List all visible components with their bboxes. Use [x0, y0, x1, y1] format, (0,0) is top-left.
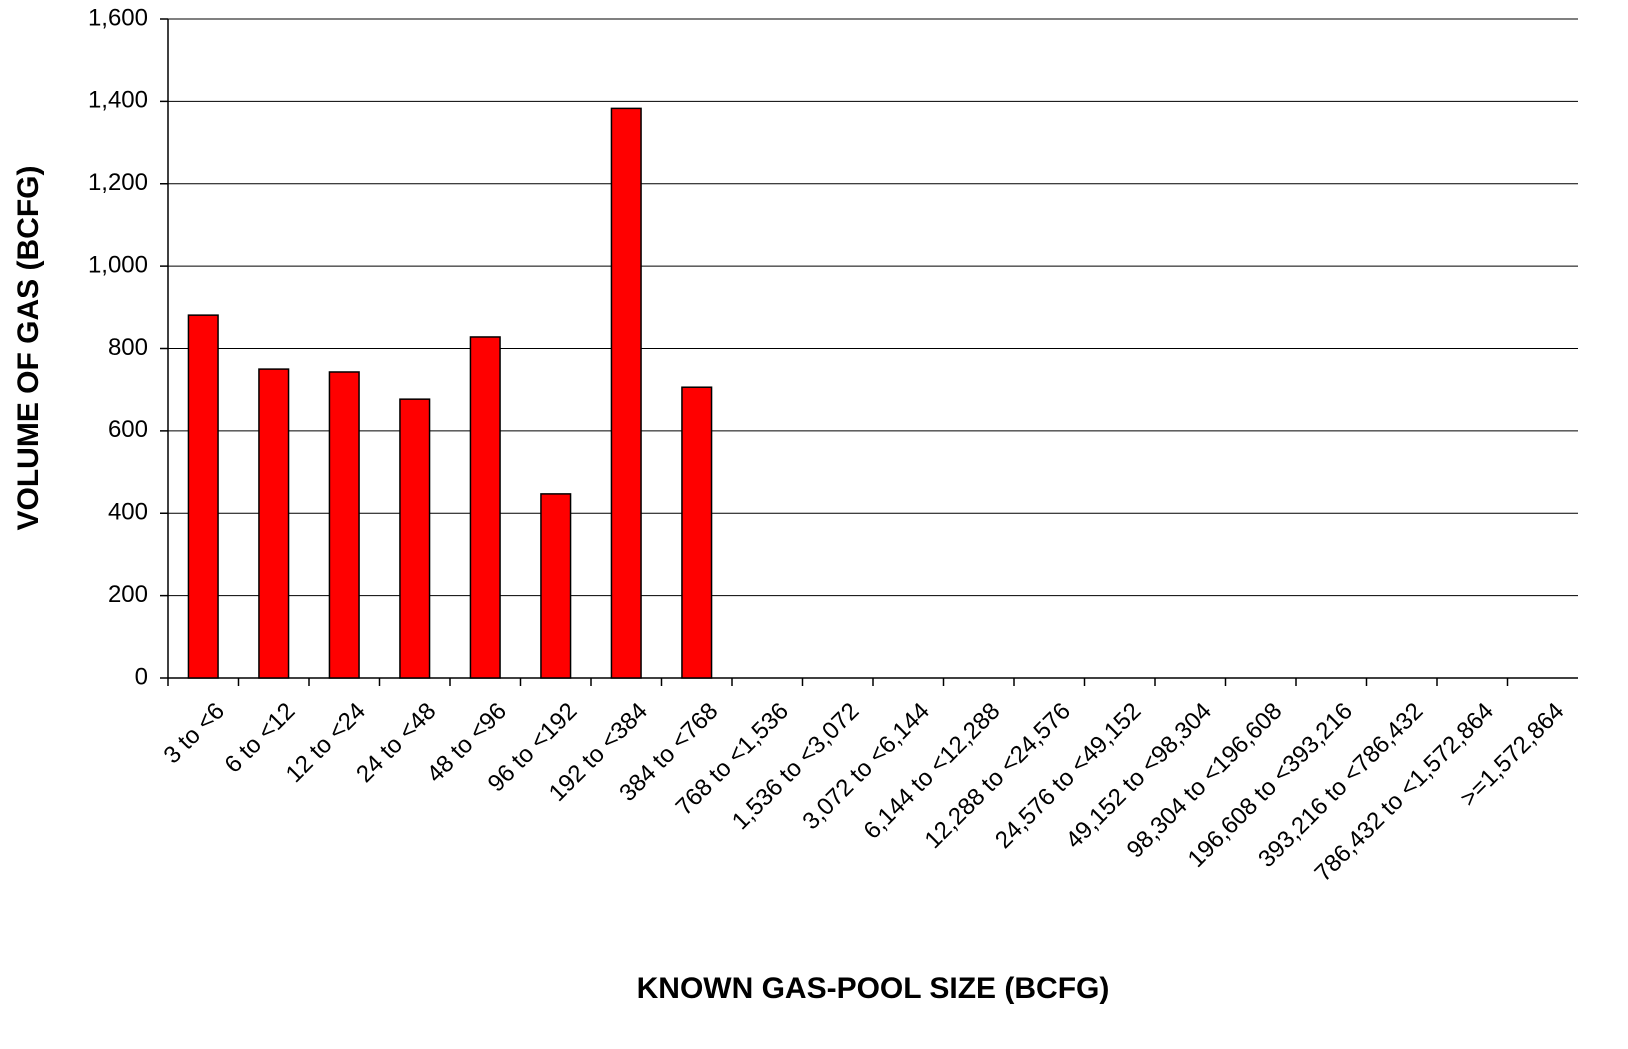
bar [399, 398, 431, 679]
y-tick-label: 600 [108, 416, 148, 443]
y-tick-label: 0 [135, 663, 148, 690]
bar [540, 493, 572, 679]
bar [328, 371, 360, 679]
y-tick-label: 1,200 [88, 169, 148, 196]
x-tick-label: 3,072 to <6,144 [797, 698, 935, 836]
bar [681, 386, 713, 679]
y-tick-label: 1,000 [88, 251, 148, 278]
y-tick-label: 1,600 [88, 4, 148, 31]
bar [187, 314, 219, 679]
y-tick-label: 400 [108, 499, 148, 526]
y-tick-label: 800 [108, 334, 148, 361]
x-axis-title: KNOWN GAS-POOL SIZE (BCFG) [637, 972, 1110, 1005]
bar [258, 368, 290, 679]
y-tick-label: 200 [108, 581, 148, 608]
y-axis-title: VOLUME OF GAS (BCFG) [12, 166, 45, 531]
y-tick-label: 1,400 [88, 87, 148, 114]
bar [469, 336, 501, 679]
bar [610, 107, 642, 679]
x-tick-label: 1,536 to <3,072 [727, 698, 865, 836]
